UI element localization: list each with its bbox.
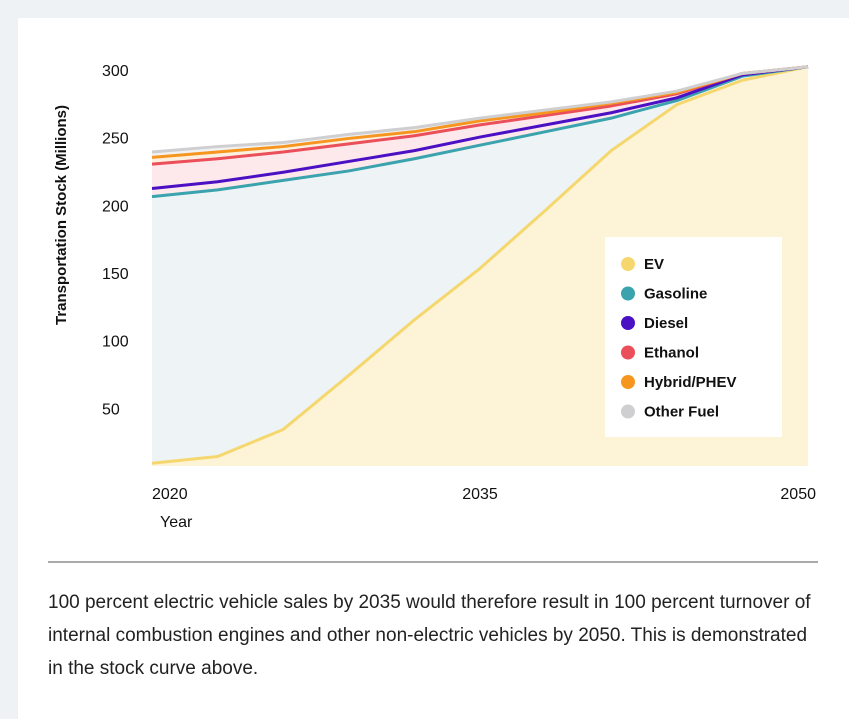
y-tick-label: 300	[102, 63, 129, 80]
legend-label: Hybrid/PHEV	[644, 374, 737, 391]
x-tick-label: 2020	[152, 486, 188, 503]
series-line	[151, 65, 809, 199]
caption: 100 percent electric vehicle sales by 20…	[48, 592, 811, 679]
x-tick-label: 2050	[780, 486, 816, 503]
series-line	[151, 65, 809, 465]
legend-swatch	[621, 404, 635, 419]
y-tick-label: 250	[102, 131, 129, 148]
area	[152, 66, 808, 197]
legend-label: Diesel	[644, 315, 688, 332]
legend-swatch	[621, 345, 635, 360]
x-tick-label: 2035	[462, 486, 498, 503]
legend-box	[605, 237, 782, 437]
y-tick-label: 150	[102, 266, 129, 283]
y-axis-label: Transportation Stock (Millions)	[53, 105, 70, 325]
y-tick-label: 50	[102, 401, 120, 418]
area	[152, 66, 808, 464]
series-line	[151, 65, 809, 154]
area	[152, 66, 808, 165]
legend-swatch	[621, 316, 635, 330]
legend-label: Ethanol	[644, 344, 699, 361]
legend-swatch	[621, 257, 635, 271]
y-tick-label: 200	[102, 198, 129, 215]
y-tick-label: 100	[102, 334, 129, 351]
legend-swatch	[621, 286, 635, 301]
x-axis-label: Year	[160, 514, 193, 531]
series-line	[151, 65, 809, 191]
legend-swatch	[621, 375, 635, 389]
legend-label: Gasoline	[644, 285, 707, 302]
area	[152, 66, 808, 158]
legend-label: Other Fuel	[644, 403, 719, 420]
area	[152, 66, 808, 189]
legend-label: EV	[644, 256, 664, 273]
